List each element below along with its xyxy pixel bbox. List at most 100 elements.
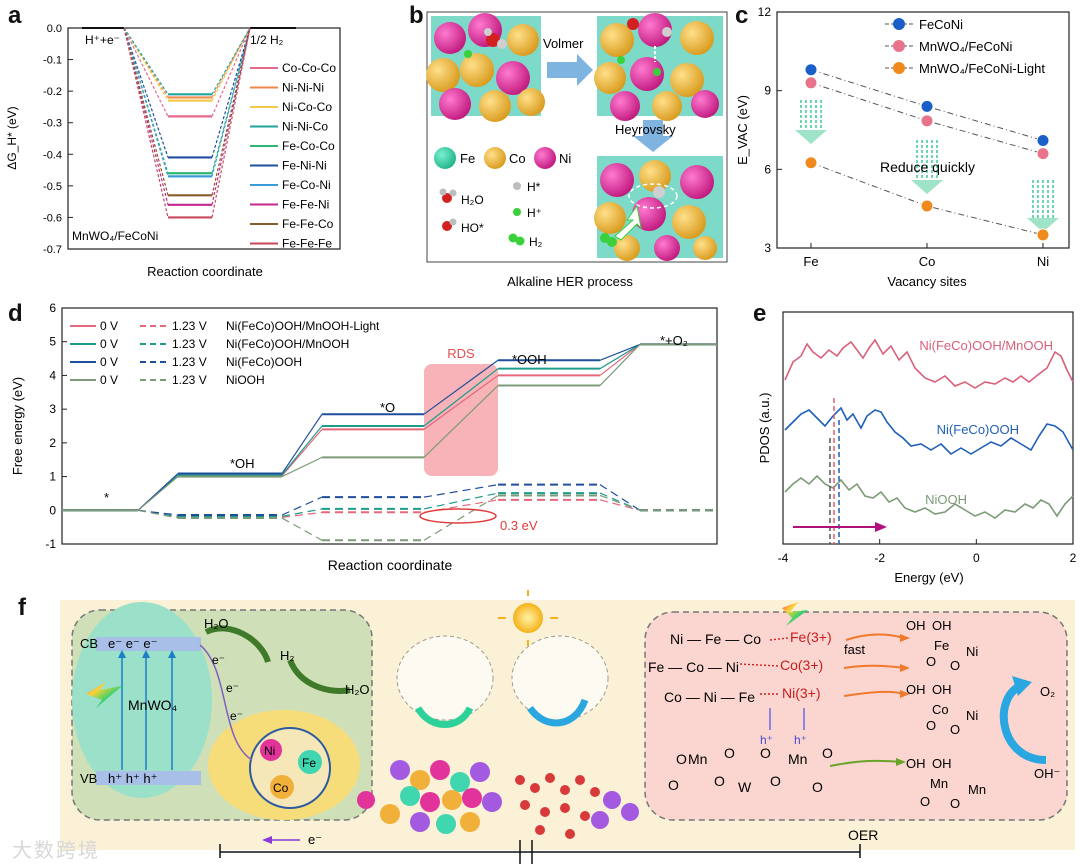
mnwo-o1: O <box>676 751 687 767</box>
legend-ni: Ni <box>559 151 571 166</box>
zoom-circle-left <box>396 635 494 721</box>
h2o-top-label: H₂O <box>204 616 229 631</box>
u123-connector-2 <box>423 484 499 498</box>
legend-0v: 0 V <box>100 337 118 351</box>
state-o2: *+O₂ <box>660 333 688 348</box>
connector-out <box>211 27 251 218</box>
connector-out <box>211 27 251 174</box>
catalyst-cluster <box>357 760 639 839</box>
panel-f-schematic: CB VB e⁻ e⁻ e⁻ h⁺ h⁺ h⁺ MnWO₄ Ni Fe Co e… <box>60 590 1075 864</box>
u123-connector-3 <box>281 517 323 541</box>
u0-connector-1 <box>599 343 641 370</box>
data-point <box>920 114 934 128</box>
panel-e-label: e <box>753 300 767 327</box>
y-axis-label: E_VAC (eV) <box>735 95 750 165</box>
x-axis-label: Energy (eV) <box>894 570 963 585</box>
ni3-label: Ni(3+) <box>782 685 821 701</box>
y-tick-label: 6 <box>764 162 771 176</box>
data-point <box>920 199 934 213</box>
axes-frame <box>61 307 718 545</box>
product-oh-2: OH <box>932 618 952 633</box>
material-label: MnWO₄/FeCoNi <box>72 229 158 243</box>
legend-series-name: Ni(FeCo)OOH <box>226 355 302 369</box>
h2-label: H₂ <box>280 648 294 663</box>
u0-connector-2 <box>423 359 499 415</box>
legend-label: Ni-Co-Co <box>282 100 332 114</box>
y-tick-label: 9 <box>764 84 771 98</box>
fe-atom <box>298 750 322 774</box>
u123-connector-0 <box>281 511 323 518</box>
her-arrow-top <box>204 625 271 664</box>
y-tick-label: -0.4 <box>43 149 62 161</box>
panel-b-caption: Alkaline HER process <box>507 274 633 289</box>
electron-label-1: e⁻ <box>212 653 225 667</box>
mnwo-o6: O <box>714 773 725 789</box>
slab-initial <box>426 13 545 122</box>
u123-connector-2 <box>599 484 641 511</box>
connector-out <box>211 27 251 177</box>
reduce-arrow-head <box>795 130 827 144</box>
right-state-label: 1/2 H₂ <box>250 33 284 47</box>
data-point <box>920 99 934 113</box>
connector-out <box>211 27 251 117</box>
y-tick-label: 1 <box>49 470 56 484</box>
y-tick-label: -0.5 <box>43 181 62 193</box>
product-oh-1: OH <box>906 618 926 633</box>
state-oh: *OH <box>230 456 255 471</box>
product-o-2: O <box>950 658 960 673</box>
y-tick-label: -0.1 <box>43 55 62 67</box>
connector-in <box>123 27 169 158</box>
product-oh-6: OH <box>932 756 952 771</box>
x-tick-label: 2 <box>1070 551 1077 565</box>
pdos-curve-nifecooh <box>784 406 1074 456</box>
y-tick-label: -0.6 <box>43 212 62 224</box>
product-oh-5: OH <box>906 756 926 771</box>
blue-swirl-icon <box>527 698 589 727</box>
u0-connector-1 <box>281 425 323 476</box>
u123-connector-1 <box>423 492 499 510</box>
connector-out <box>211 27 251 98</box>
u0-connector-3 <box>599 343 641 386</box>
panel-b-legend: Fe Co Ni H₂O HO* H* H⁺ H₂ <box>434 147 571 249</box>
data-point <box>804 76 818 90</box>
volmer-arrow <box>547 54 593 86</box>
u0-connector-0 <box>423 374 499 430</box>
u0-connector-3 <box>423 385 499 458</box>
connector-in <box>123 27 169 177</box>
product-mn-1: Mn <box>930 776 948 791</box>
legend-series-name: NiOOH <box>226 373 265 387</box>
mn-arrow <box>829 759 901 767</box>
connector-out <box>211 27 251 158</box>
h2o-right-label: H₂O <box>345 682 370 697</box>
y-tick-label: 12 <box>758 5 772 19</box>
u0-connector-3 <box>281 456 323 478</box>
panel-f-label: f <box>18 594 26 621</box>
y-tick-label: 0 <box>49 503 56 517</box>
x-axis-label: Reaction coordinate <box>147 264 263 279</box>
volmer-label: Volmer <box>543 36 584 51</box>
watermark: 大数跨境 <box>12 840 100 862</box>
legend-label: Fe-Co-Ni <box>282 178 331 192</box>
product-co: Co <box>932 702 949 717</box>
vb-band <box>96 771 201 785</box>
u0-connector-1 <box>423 368 499 427</box>
cb-electrons: e⁻ e⁻ e⁻ <box>108 636 158 651</box>
x-tick-label: 0 <box>973 551 980 565</box>
legend-h2o: H₂O <box>461 193 484 207</box>
panel-b-label: b <box>409 2 424 29</box>
connector-in <box>123 27 169 101</box>
co3-label: Co(3+) <box>780 657 823 673</box>
bottom-electron-label: e⁻ <box>308 832 322 847</box>
mnwo-o8: O <box>812 779 823 795</box>
legend-123v: 1.23 V <box>172 355 207 369</box>
lattice-row-3: Co — Ni — Fe <box>664 689 755 705</box>
pdos-curve-heterostructure <box>784 338 1074 389</box>
y-axis-label: ΔG_H* (eV) <box>5 106 19 169</box>
data-point <box>1036 133 1050 147</box>
connector-in <box>123 27 169 117</box>
legend-label: Fe-Ni-Ni <box>282 159 327 173</box>
u123-connector-1 <box>599 492 641 511</box>
panel-d: d RDS -1 0 1 2 3 4 5 6 0.3 eV * *OH *O *OOH *+O… <box>0 298 725 580</box>
u123-connector-2 <box>281 496 323 516</box>
